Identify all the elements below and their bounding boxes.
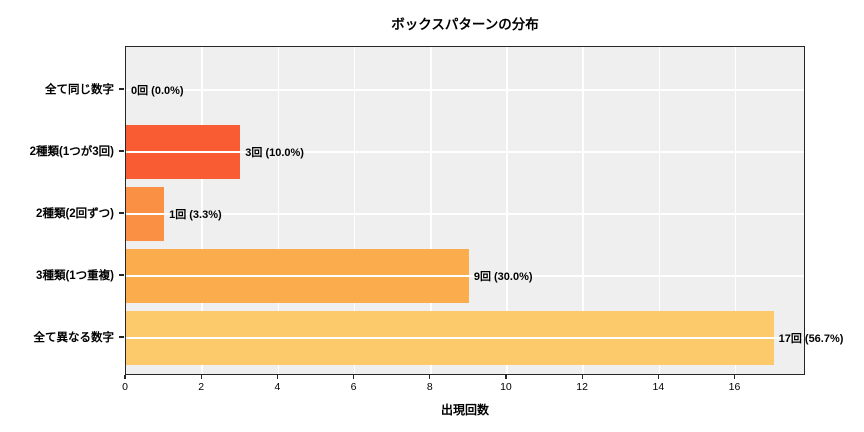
y-tick-label: 3種類(1つ重複) — [36, 270, 114, 282]
x-tick-label: 2 — [198, 381, 205, 393]
x-tick-label: 6 — [350, 381, 357, 393]
y-tick-mark — [119, 274, 124, 276]
x-tick-label: 8 — [426, 381, 433, 393]
x-tick-label: 16 — [728, 381, 741, 393]
y-tick-mark — [119, 212, 124, 214]
y-tick-mark — [119, 88, 124, 90]
vertical-gridline — [429, 47, 432, 374]
x-tick-mark — [124, 375, 126, 379]
x-tick-label: 12 — [576, 381, 588, 393]
y-tick-mark — [119, 336, 124, 338]
y-axis-labels: 全て同じ数字 2種類(1つが3回) 2種類(2回ずつ) 3種類(1つ重複) 全て異なる数… — [0, 46, 114, 375]
horizontal-gridline — [126, 275, 804, 277]
vertical-gridline — [353, 47, 356, 374]
x-axis-label: 出現回数 — [440, 403, 489, 417]
x-tick-label: 10 — [500, 381, 512, 393]
x-tick-mark — [657, 375, 659, 379]
y-tick-label: 2種類(1つが3回) — [29, 146, 114, 158]
x-tick-mark — [429, 375, 431, 379]
y-tick-label: 全て同じ数字 — [45, 84, 114, 96]
vertical-gridline — [658, 47, 661, 374]
bar-value-label: 17回 (56.7%) — [778, 333, 844, 345]
x-tick-label: 4 — [274, 381, 281, 393]
plot-area: 0回 (0.0%) 3回 (10.0%) 1回 (3.3%) 9回 (30.0%) 17… — [125, 46, 843, 375]
horizontal-gridline — [126, 151, 804, 153]
x-tick-mark — [352, 375, 355, 379]
x-tick-label: 0 — [122, 381, 128, 393]
chart-title: ボックスパターンの分布 — [391, 17, 539, 32]
vertical-gridline — [201, 47, 203, 374]
x-tick-mark — [581, 375, 583, 379]
bar-value-label: 9回 (30.0%) — [473, 271, 533, 283]
x-tick-label: 14 — [652, 381, 665, 393]
y-tick-label: 全て異なる数字 — [33, 332, 115, 344]
vertical-gridline — [506, 47, 508, 374]
horizontal-gridline — [126, 213, 804, 215]
horizontal-gridline — [126, 337, 804, 339]
y-tick-mark — [119, 150, 124, 152]
bar-value-label: 3回 (10.0%) — [245, 147, 304, 159]
x-tick-mark — [733, 375, 736, 379]
vertical-gridline — [734, 47, 737, 374]
y-tick-label: 2種類(2回ずつ) — [36, 208, 114, 220]
vertical-gridline — [277, 47, 280, 374]
vertical-gridline — [582, 47, 584, 374]
x-tick-mark — [505, 375, 507, 379]
x-tick-mark — [276, 375, 278, 379]
x-tick-mark — [200, 375, 202, 379]
bar-value-label: 0回 (0.0%) — [131, 85, 184, 97]
horizontal-gridline — [126, 89, 804, 91]
bar-value-label: 1回 (3.3%) — [169, 209, 222, 221]
